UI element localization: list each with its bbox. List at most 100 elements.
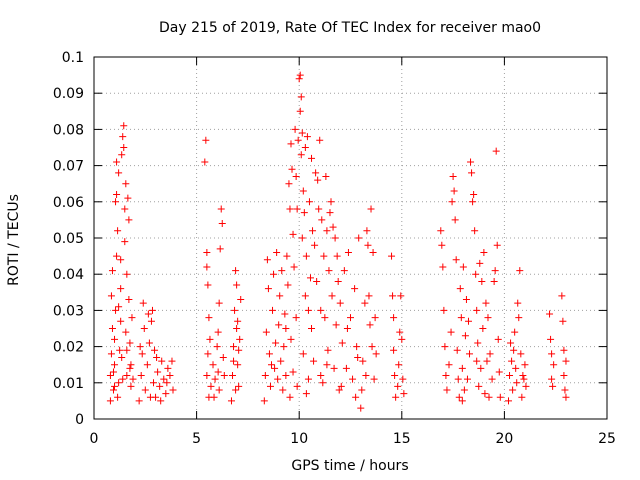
data-point <box>111 382 119 390</box>
data-point <box>279 386 287 394</box>
data-point <box>447 328 455 336</box>
data-point <box>358 386 366 394</box>
data-point <box>298 234 306 242</box>
data-point <box>458 397 466 405</box>
data-point <box>282 372 290 380</box>
data-point <box>271 364 279 372</box>
data-point <box>368 343 376 351</box>
data-point <box>559 317 567 325</box>
data-point <box>260 397 268 405</box>
data-point <box>560 372 568 380</box>
data-point <box>561 386 569 394</box>
data-point <box>206 335 214 343</box>
data-point <box>454 375 462 383</box>
x-tick-label: 25 <box>598 431 616 447</box>
data-point <box>123 372 131 380</box>
data-point <box>463 375 471 383</box>
data-point <box>203 263 211 271</box>
data-point <box>359 357 367 365</box>
x-tick-label: 0 <box>90 431 99 447</box>
data-point <box>301 144 309 151</box>
data-point <box>209 361 217 369</box>
data-point <box>334 277 342 285</box>
data-point <box>123 346 131 354</box>
data-point <box>229 372 237 380</box>
data-point <box>449 172 457 180</box>
data-point <box>507 339 515 347</box>
data-point <box>261 372 269 380</box>
chart-title: Day 215 of 2019, Rate Of TEC Index for r… <box>159 20 541 36</box>
data-point <box>117 256 125 264</box>
data-point <box>114 393 122 401</box>
data-point <box>437 227 445 235</box>
data-point <box>287 140 295 148</box>
data-point <box>162 390 170 398</box>
data-point <box>469 198 477 206</box>
data-point <box>462 296 470 304</box>
data-point <box>496 393 504 401</box>
data-point <box>107 350 115 358</box>
data-point <box>354 353 362 361</box>
data-point <box>148 306 156 314</box>
data-point <box>299 187 307 195</box>
data-point <box>115 303 123 311</box>
data-point <box>286 205 294 213</box>
data-point <box>362 372 370 380</box>
data-point <box>230 343 238 351</box>
data-point <box>218 220 226 228</box>
data-point <box>369 248 377 256</box>
data-point <box>306 274 314 282</box>
data-point <box>453 346 461 354</box>
data-point <box>510 346 518 354</box>
data-point <box>321 314 329 322</box>
x-tick-label: 20 <box>495 431 513 447</box>
data-point <box>106 397 114 405</box>
y-tick-label: 0.03 <box>53 303 84 319</box>
data-point <box>324 346 332 354</box>
data-point <box>353 343 361 351</box>
data-point <box>558 292 566 300</box>
data-point <box>518 393 526 401</box>
data-point <box>482 299 490 307</box>
data-point <box>491 267 499 275</box>
data-point <box>136 343 144 351</box>
data-point <box>123 270 131 278</box>
data-point <box>327 198 335 206</box>
data-point <box>234 317 242 325</box>
data-point <box>121 205 129 213</box>
data-point <box>204 350 212 358</box>
data-point <box>264 285 272 293</box>
data-point <box>267 361 275 369</box>
data-point <box>272 339 280 347</box>
data-point <box>284 281 292 289</box>
data-point <box>478 277 486 285</box>
data-point <box>119 375 127 383</box>
data-point <box>120 144 128 151</box>
data-point <box>145 339 153 347</box>
data-point <box>522 382 530 390</box>
data-point <box>466 350 474 358</box>
data-point <box>230 357 238 365</box>
data-point <box>329 223 337 231</box>
data-point <box>219 353 227 361</box>
data-point <box>273 248 281 256</box>
data-point <box>308 325 316 332</box>
data-point <box>340 267 348 275</box>
data-point <box>233 325 241 332</box>
data-point <box>169 386 177 394</box>
y-tick-label: 0.06 <box>53 195 84 211</box>
data-point <box>560 346 568 354</box>
data-point <box>292 314 300 322</box>
data-point <box>215 299 223 307</box>
data-point <box>400 390 408 398</box>
data-point <box>139 299 147 307</box>
data-point <box>154 368 162 376</box>
data-point <box>514 299 522 307</box>
data-point <box>314 176 322 184</box>
data-point <box>367 205 375 213</box>
data-point <box>330 364 338 372</box>
data-point <box>113 158 121 166</box>
data-point <box>114 227 122 235</box>
data-point <box>164 364 172 372</box>
